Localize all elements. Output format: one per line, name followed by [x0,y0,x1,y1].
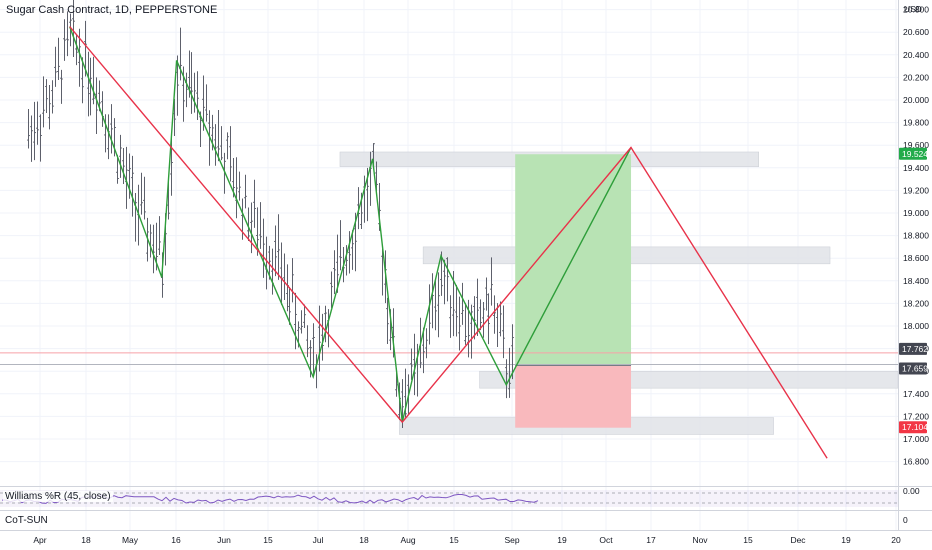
cot-axis-label: 0 [903,515,908,525]
y-tick-label: 18.000 [903,321,929,331]
x-tick-label: May [122,535,139,545]
y-tick-label: 17.200 [903,411,929,421]
williams-r-pane [0,490,898,507]
y-tick-label: 19.800 [903,118,929,128]
overbought-band [0,490,898,507]
y-tick-label: 19.400 [903,163,929,173]
x-tick-label: 20 [891,535,901,545]
x-tick-label: 15 [743,535,753,545]
price-badge-label: 17.104 [902,422,928,432]
price-badges: 19.524 17.762 17.659 17.104 [899,147,928,434]
y-tick-label: 16.800 [903,457,929,467]
williams-axis-label: 0.00 [903,486,920,496]
x-tick-label: Apr [33,535,46,545]
x-tick-label: 16 [171,535,181,545]
x-tick-label: 17 [646,535,656,545]
price-badge [899,362,927,375]
price-lines [0,352,898,366]
x-tick-label: Jul [313,535,324,545]
y-tick-label: 19.000 [903,208,929,218]
price-badge [899,342,927,355]
y-tick-label: 18.600 [903,253,929,263]
loss-zone [515,365,632,428]
currency-label: USD [904,4,922,14]
chart-title: Sugar Cash Contract, 1D, PEPPERSTONE [6,4,218,16]
y-tick-label: 20.200 [903,72,929,82]
y-tick-label: 20.800 [903,5,929,15]
price-badge [899,147,927,160]
y-tick-label: 18.800 [903,231,929,241]
pane-dividers[interactable] [0,0,932,531]
long-position-tool[interactable] [515,154,632,428]
red-zigzag-line [69,26,828,459]
grid-lines [0,0,898,530]
x-tick-label: 19 [557,535,567,545]
x-tick-label: Oct [599,535,613,545]
cot-label[interactable]: CoT-SUN [3,515,50,526]
x-tick-label: Dec [790,535,806,545]
y-tick-label: 18.200 [903,298,929,308]
y-tick-label: 17.000 [903,434,929,444]
x-tick-label: 19 [841,535,851,545]
y-tick-label: 19.200 [903,185,929,195]
y-tick-label: 18.400 [903,276,929,286]
price-badge [899,421,927,434]
williams-r-label[interactable]: Williams %R (45, close) [3,491,113,502]
y-tick-label: 17.400 [903,389,929,399]
x-tick-label: Jun [217,535,231,545]
x-tick-label: 15 [449,535,459,545]
x-tick-label: 18 [359,535,369,545]
x-tick-label: 18 [81,535,91,545]
price-badge-label: 17.762 [902,344,928,354]
x-tick-label: Aug [400,535,415,545]
x-tick-label: Nov [692,535,708,545]
x-tick-label: 15 [263,535,273,545]
y-tick-label: 20.600 [903,27,929,37]
y-tick-label: 20.000 [903,95,929,105]
ohlc-bars [27,0,514,429]
y-tick-label: 20.400 [903,50,929,60]
price-badge-label: 17.659 [902,364,928,374]
price-badge-label: 19.524 [902,149,928,159]
green-zigzag-line [69,26,632,423]
time-axis[interactable]: Apr 18 May 16 Jun 15 Jul 18 Aug 15 Sep 19 Oct 17 Nov 15… [33,535,901,545]
x-tick-label: Sep [504,535,519,545]
pattern-lines[interactable] [69,26,828,459]
y-tick-label: 19.600 [903,140,929,150]
